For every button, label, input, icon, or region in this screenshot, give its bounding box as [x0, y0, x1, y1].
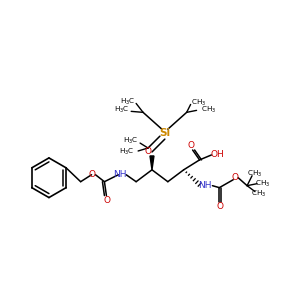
Text: Si: Si: [159, 128, 170, 138]
Text: O: O: [88, 170, 95, 179]
Text: CH$_3$: CH$_3$: [255, 178, 271, 189]
Text: O: O: [232, 173, 239, 182]
Text: CH$_3$: CH$_3$: [251, 188, 267, 199]
Text: H$_3$C: H$_3$C: [123, 136, 138, 146]
Text: O: O: [145, 148, 152, 157]
Text: CH$_3$: CH$_3$: [248, 169, 263, 179]
Text: OH: OH: [211, 151, 224, 160]
Text: CH$_3$: CH$_3$: [190, 97, 206, 107]
Text: H$_3$C: H$_3$C: [120, 96, 135, 106]
Text: H$_3$C: H$_3$C: [118, 147, 134, 157]
Text: CH$_3$: CH$_3$: [200, 105, 216, 116]
Polygon shape: [150, 156, 154, 170]
Text: O: O: [187, 140, 194, 149]
Text: NH: NH: [198, 181, 211, 190]
Text: O: O: [217, 202, 224, 211]
Text: H$_3$C: H$_3$C: [114, 105, 129, 116]
Text: O: O: [104, 196, 111, 205]
Text: NH: NH: [113, 170, 127, 179]
